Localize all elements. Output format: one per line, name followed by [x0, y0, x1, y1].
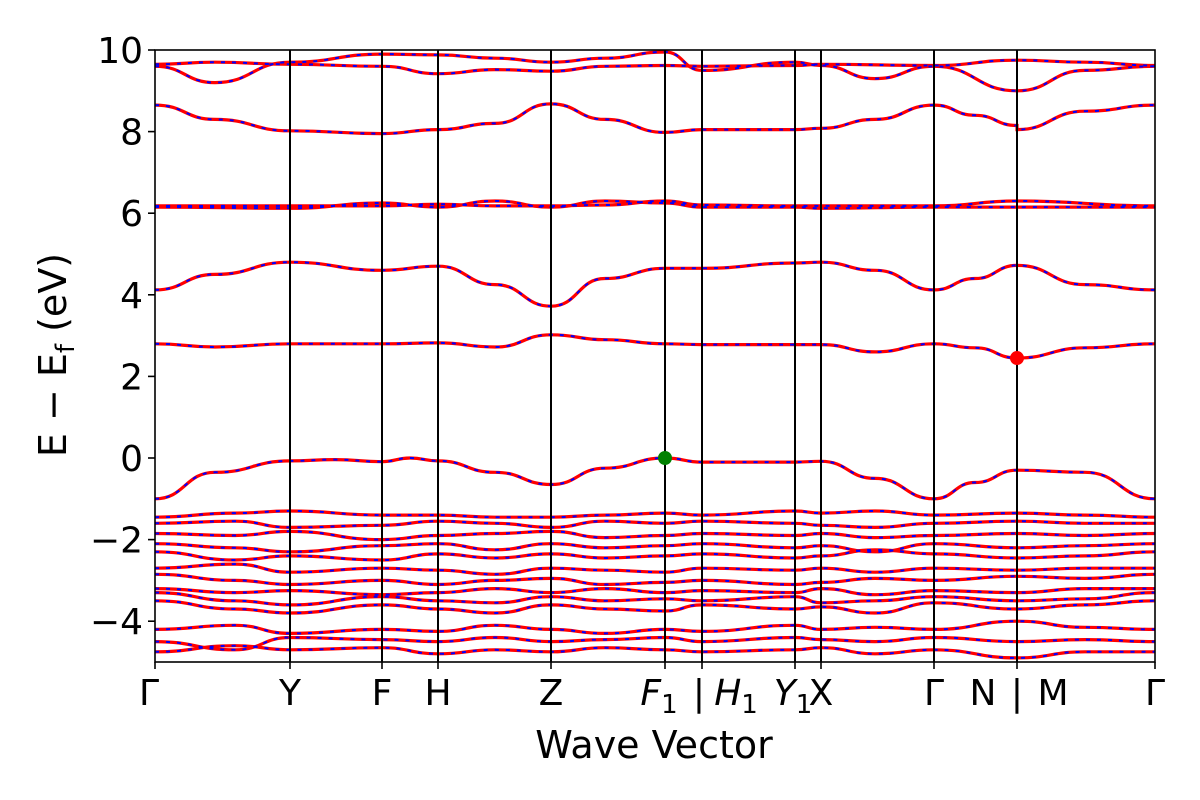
- band-red-8: [155, 509, 1155, 519]
- x-label-gamma-1: Γ: [924, 673, 944, 714]
- band-blue-19: [155, 636, 1155, 651]
- band-lines: [155, 50, 1155, 660]
- y-axis-label: E − Ef (eV): [31, 253, 81, 457]
- x-axis-label: Wave Vector: [535, 723, 773, 767]
- band-blue-3: [155, 199, 1155, 210]
- band-blue-0: [155, 456, 1155, 500]
- y-axis-label-unit: (eV): [31, 253, 75, 344]
- band-red-5: [155, 102, 1155, 136]
- y-axis-label-main: E − E: [31, 353, 75, 457]
- band-red-17: [155, 599, 1155, 615]
- band-red-18: [155, 619, 1155, 636]
- high-symmetry-lines: [289, 50, 1018, 662]
- x-label-break-1: |: [693, 673, 705, 714]
- x-label-h: H: [424, 673, 451, 714]
- band-red-1: [155, 333, 1155, 360]
- plot-frame: [154, 49, 1156, 663]
- y-ticks: −4 −2 0 2 4 6 8 10: [90, 31, 155, 643]
- band-blue-6: [155, 50, 1155, 92]
- x-label-gamma-2: Γ: [1145, 673, 1165, 714]
- band-red-11: [155, 542, 1155, 554]
- x-label-z: Z: [539, 673, 564, 714]
- y-tick-label-1: −2: [90, 521, 143, 562]
- x-tick-labels: Γ Y F H Z F1 | H1 Y1X Γ N | M Γ: [139, 662, 1165, 720]
- x-label-h1: H1: [714, 673, 758, 720]
- band-red-0: [155, 456, 1155, 501]
- x-label-n: N: [970, 673, 997, 714]
- marker-cbm: [1010, 351, 1024, 366]
- y-tick-label-7: 10: [97, 31, 143, 72]
- marker-vbm: [658, 451, 672, 465]
- band-red-9: [155, 519, 1155, 530]
- band-red-6: [155, 50, 1155, 93]
- x-label-y1: Y1: [774, 673, 813, 720]
- band-red-2: [155, 260, 1155, 308]
- band-blue-1: [155, 333, 1155, 360]
- band-red-14: [155, 572, 1155, 587]
- y-tick-label-6: 8: [120, 113, 143, 154]
- band-red-15: [155, 586, 1155, 597]
- y-tick-label-4: 4: [120, 276, 143, 317]
- band-red-10: [155, 529, 1155, 542]
- band-blue-4: [155, 199, 1155, 207]
- x-label-gamma-0: Γ: [139, 673, 159, 714]
- y-tick-label-0: −4: [90, 602, 143, 643]
- x-label-f: F: [372, 673, 393, 714]
- band-red-13: [155, 562, 1155, 576]
- x-label-break-2: |: [1011, 673, 1023, 714]
- band-blue-5: [155, 102, 1155, 135]
- y-axis-label-sub: f: [51, 343, 81, 353]
- band-edge-markers: [658, 351, 1024, 465]
- band-red-16: [155, 591, 1155, 607]
- x-label-x: X: [809, 673, 834, 714]
- band-blue-7: [155, 59, 1155, 75]
- band-red-20: [155, 644, 1155, 660]
- y-tick-label-2: 0: [120, 439, 143, 480]
- x-label-f1: F1: [640, 673, 677, 720]
- axes: [154, 49, 1156, 663]
- band-red-19: [155, 635, 1155, 652]
- y-tick-label-5: 6: [120, 194, 143, 235]
- band-blue-2: [155, 261, 1155, 308]
- y-tick-label-3: 2: [120, 357, 143, 398]
- x-label-y: Y: [278, 673, 302, 714]
- x-label-m: M: [1037, 673, 1068, 714]
